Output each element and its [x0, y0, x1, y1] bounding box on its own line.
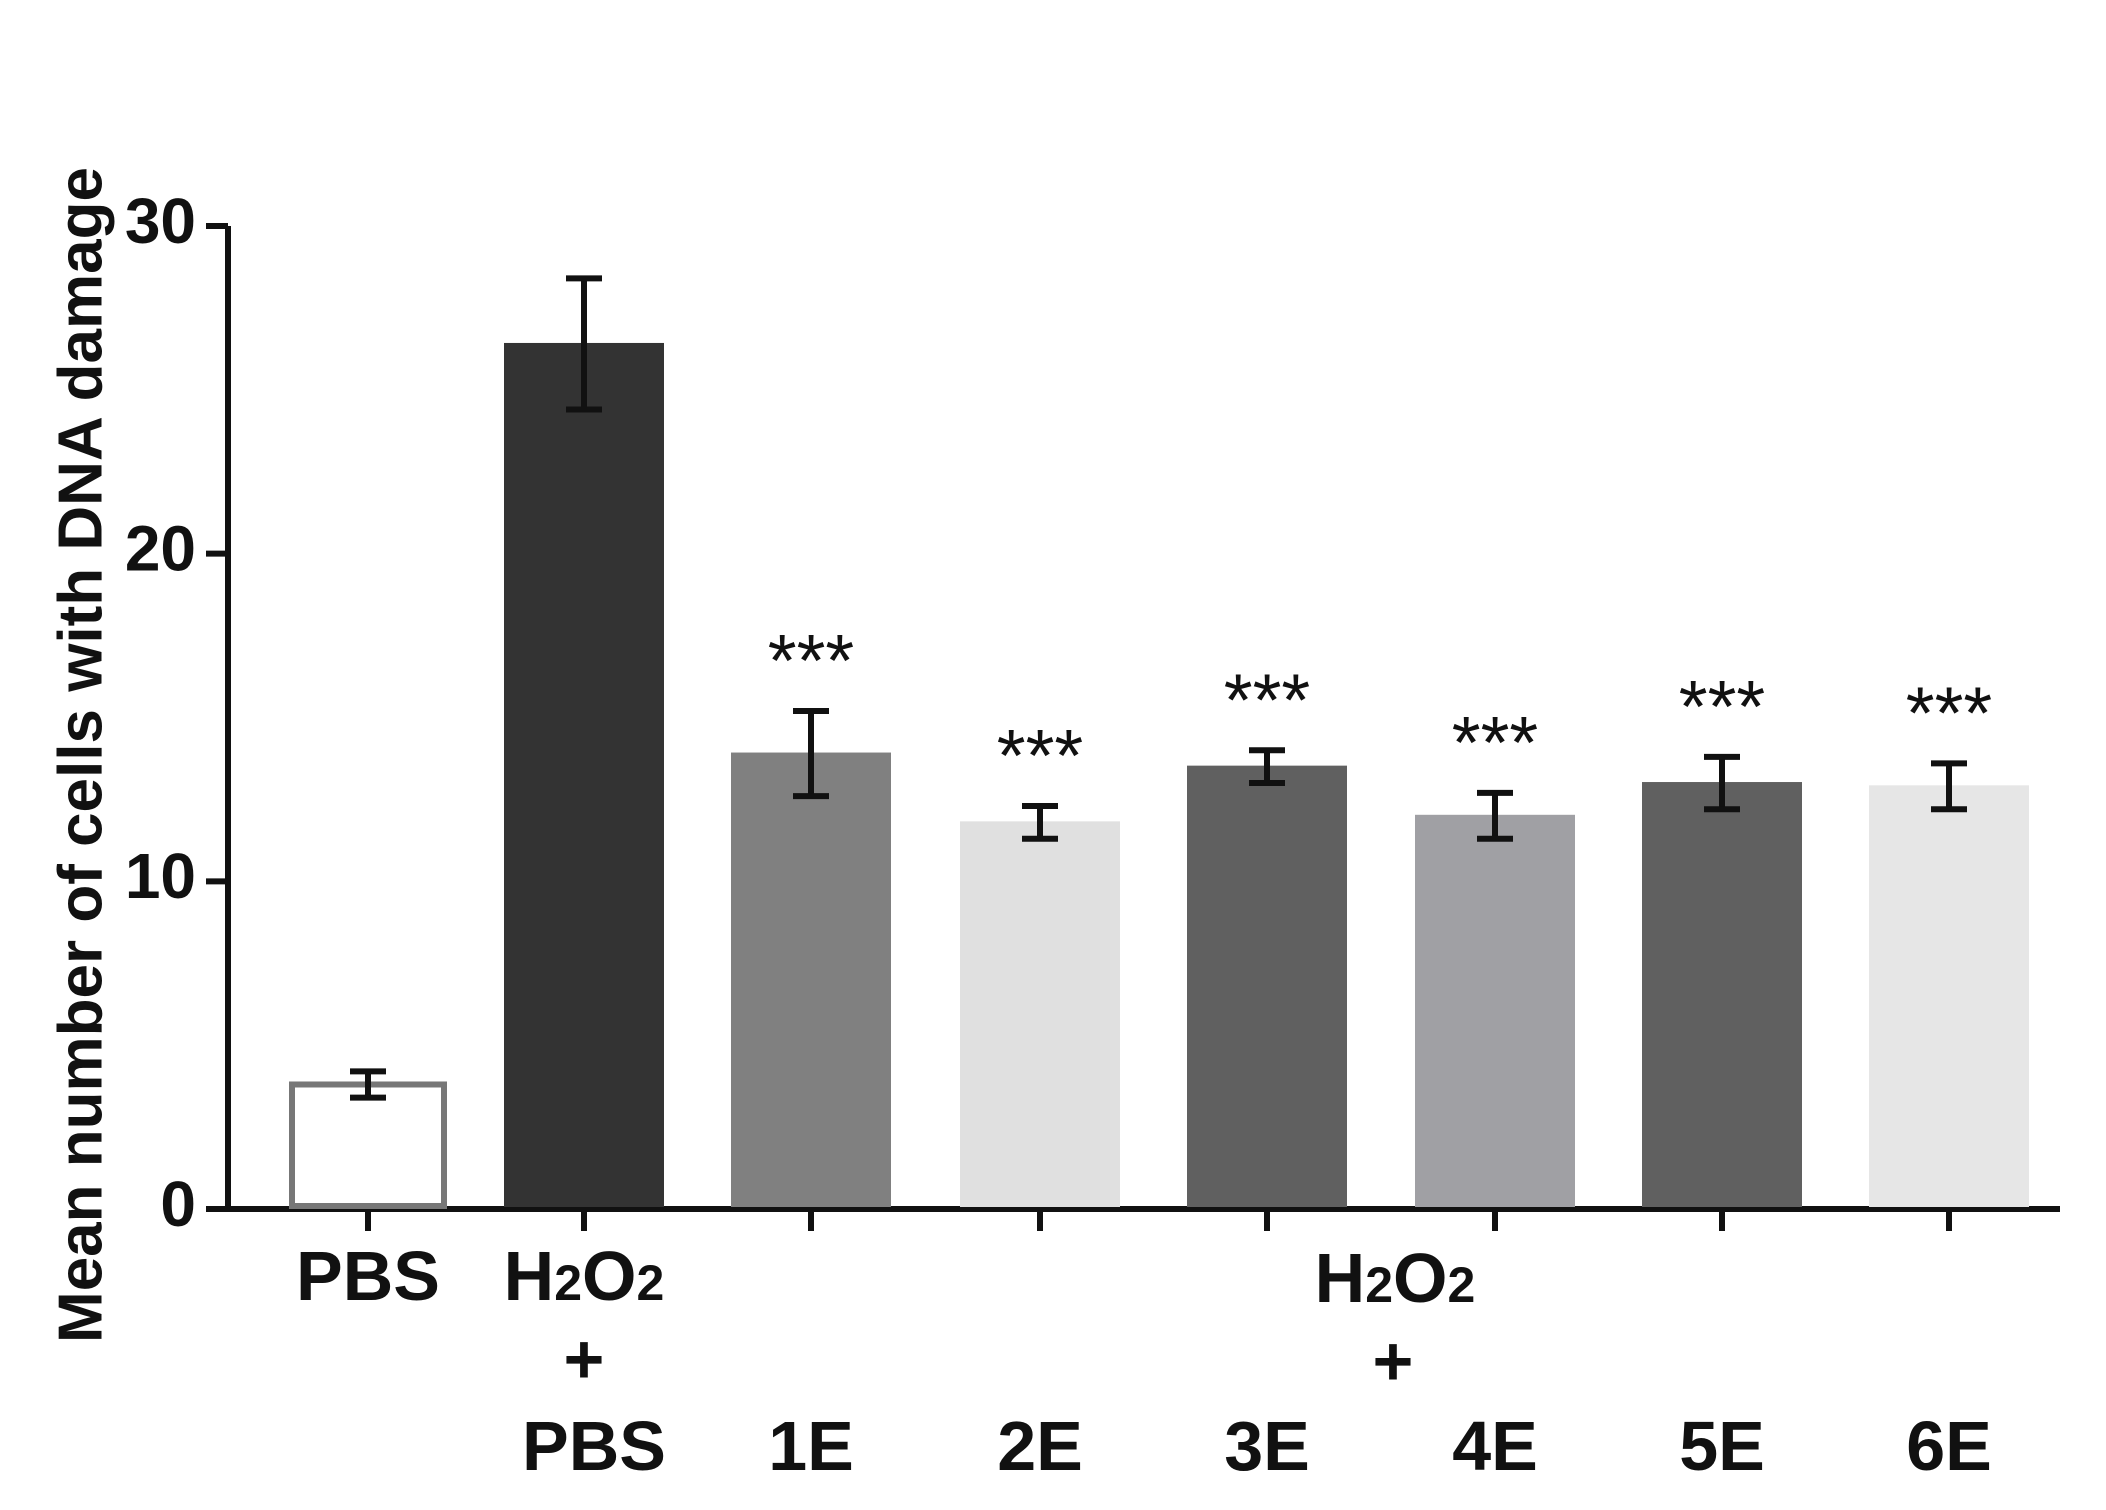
x-axis-labels: PBS H2O2 + PBS H2O2 + 1E 2E 3E 4E 5E 6E [296, 1237, 1992, 1485]
x-group-label-formula: H2O2 [1315, 1239, 1476, 1317]
formula-sub-2: 2 [637, 1255, 665, 1311]
x-label-3e: 3E [1224, 1407, 1310, 1485]
significance-mark: *** [1224, 658, 1310, 741]
y-tick-label: 0 [160, 1168, 196, 1240]
group-formula-sub-2: 2 [1448, 1257, 1476, 1313]
error-bar [1249, 747, 1285, 787]
x-label-4e: 4E [1452, 1407, 1538, 1485]
y-tick-label: 30 [125, 185, 196, 257]
group-formula-h: H [1315, 1239, 1366, 1317]
x-label-6e: 6E [1906, 1407, 1992, 1485]
error-bar [1477, 789, 1513, 842]
x-label-1e: 1E [768, 1407, 854, 1485]
x-label-pbs: PBS [296, 1237, 440, 1315]
bar [1415, 814, 1575, 1207]
significance-mark: *** [1906, 671, 1992, 754]
formula-sub-1: 2 [554, 1255, 582, 1311]
y-tick-label: 20 [125, 513, 196, 585]
bar [289, 1081, 447, 1210]
significance-mark: *** [768, 619, 854, 702]
x-label-5e: 5E [1679, 1407, 1765, 1485]
bar [1869, 785, 2029, 1207]
error-bar [793, 707, 829, 800]
significance-marks: *** *** *** *** *** *** [768, 619, 1992, 797]
y-ticks: 0 10 20 30 [125, 185, 228, 1240]
group-formula-sub-1: 2 [1365, 1257, 1393, 1313]
x-group-label-plus: + [1373, 1322, 1414, 1400]
x-label-h2o2-formula: H2O2 [504, 1237, 665, 1315]
error-bar [1704, 753, 1740, 813]
y-tick-label: 10 [125, 840, 196, 912]
formula-o: O [582, 1237, 636, 1315]
x-label-h2o2-plus: + [564, 1320, 605, 1398]
significance-mark: *** [1679, 665, 1765, 748]
bars [289, 342, 2029, 1210]
x-group-items: 1E 2E 3E 4E 5E 6E [768, 1407, 1992, 1485]
bar [504, 342, 664, 1207]
error-bar [566, 275, 602, 413]
error-bar [1931, 760, 1967, 813]
bar [1642, 782, 1802, 1207]
x-ticks [365, 1209, 1952, 1231]
error-bar [1022, 802, 1058, 842]
x-label-2e: 2E [997, 1407, 1083, 1485]
error-bar [350, 1068, 386, 1101]
bar [1187, 765, 1347, 1208]
error-bars [350, 275, 1967, 1101]
significance-mark: *** [997, 714, 1083, 797]
bar [731, 752, 891, 1207]
formula-h: H [504, 1237, 555, 1315]
group-formula-o: O [1393, 1239, 1447, 1317]
y-axis-label: Mean number of cells with DNA damage [46, 167, 115, 1343]
significance-mark: *** [1452, 701, 1538, 784]
bar [960, 821, 1120, 1207]
x-label-h2o2-pbs: PBS [522, 1407, 666, 1485]
